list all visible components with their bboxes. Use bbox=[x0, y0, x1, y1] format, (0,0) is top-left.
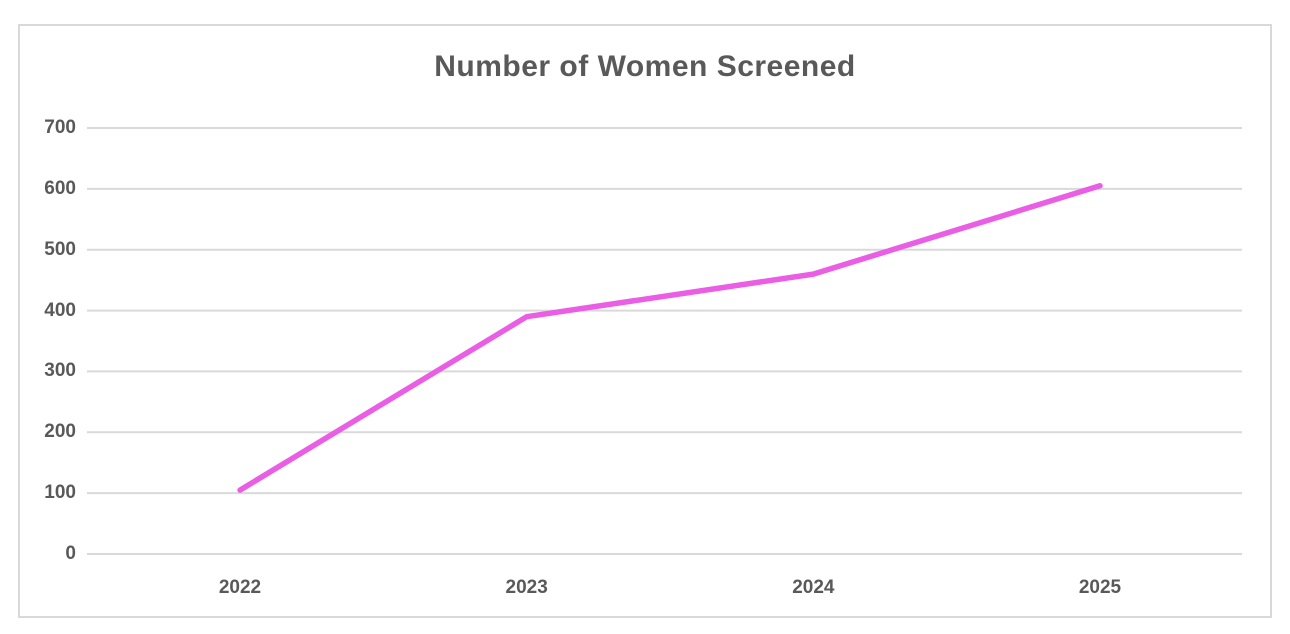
data-series-line bbox=[237, 183, 1103, 493]
y-axis-tick-label: 0 bbox=[65, 543, 76, 564]
y-axis-tick-label: 200 bbox=[44, 421, 76, 443]
y-axis-tick-label: 400 bbox=[44, 299, 76, 321]
y-axis-tick-label: 700 bbox=[44, 117, 76, 138]
y-axis-tick-label: 600 bbox=[44, 177, 76, 199]
x-axis-tick-label: 2024 bbox=[792, 577, 835, 598]
y-axis-tick-label: 300 bbox=[44, 360, 76, 382]
x-axis-tick-label: 2023 bbox=[505, 577, 548, 598]
y-axis-tick-label: 100 bbox=[44, 482, 76, 504]
x-axis-tick-label: 2025 bbox=[1078, 577, 1122, 598]
chart-container bbox=[18, 24, 1272, 618]
x-axis-tick-label: 2022 bbox=[218, 577, 262, 598]
y-axis-tick-label: 500 bbox=[44, 238, 76, 260]
chart-title: Number of Women Screened bbox=[434, 50, 856, 83]
